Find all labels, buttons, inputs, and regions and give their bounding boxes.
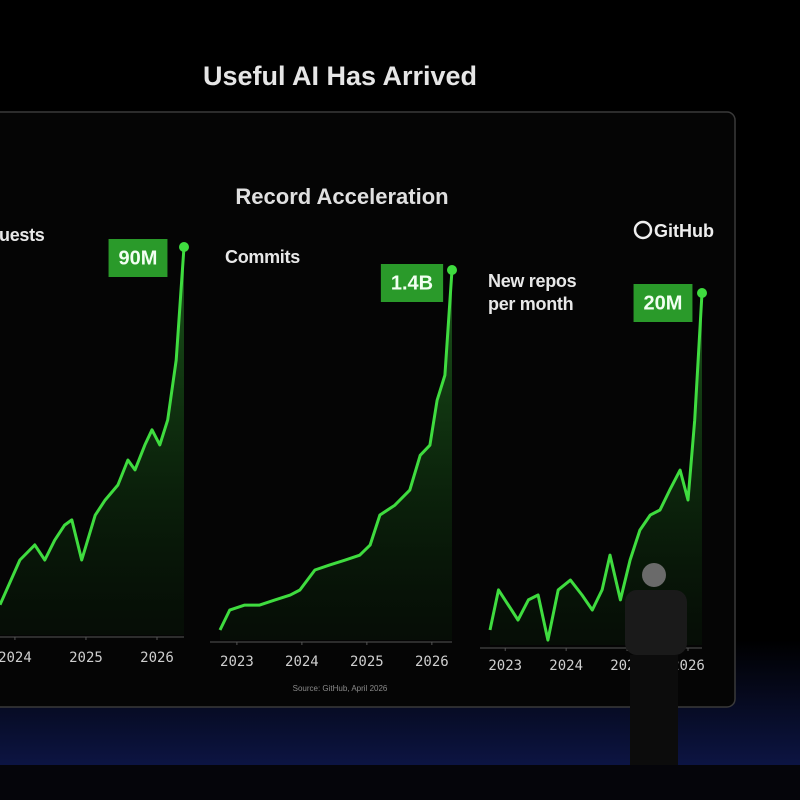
area [0,247,184,635]
x-tick-label: 2023 [488,658,522,674]
presenter-legs [630,655,678,765]
source-note: Source: GitHub, April 2026 [293,684,388,693]
chart-title: uests [0,225,45,245]
area [220,270,452,640]
brand: GitHub [654,221,714,241]
x-tick-label: 2026 [415,654,449,670]
x-tick-label: 2024 [0,650,32,666]
presenter [625,563,687,765]
brand-icon [633,220,653,240]
value-label-text: 1.4B [391,272,433,294]
slide-title: Record Acceleration [235,184,448,209]
line [218,269,454,631]
chart-title: Commits [225,247,300,267]
line [0,246,186,606]
x-tick-label: 2024 [549,658,583,674]
page-title: Useful AI Has Arrived [203,61,477,91]
x-tick-label: 2025 [69,650,103,666]
chart-title: New repos per month [488,271,577,314]
x-tick-label: 2023 [220,654,254,670]
plots: 2024 2025 2026 90M 2023 2024 2025 2026 1.4B 2023 2… [0,239,707,674]
value-label-box [108,239,168,277]
x-tick-label: 2024 [285,654,319,670]
value-label: 20M [633,284,693,322]
value-label-box [380,264,444,302]
line [488,292,704,642]
end-dot [697,288,707,298]
stage-floor [0,765,800,800]
value-label-text: 90M [119,247,158,269]
value-label-text: 20M [644,292,683,314]
presenter-body [625,590,687,655]
x-tick-label: 2026 [140,650,174,666]
x-tick-label: 2025 [350,654,384,670]
value-label: 1.4B [380,264,444,302]
end-dot [447,265,457,275]
end-dot [179,242,189,252]
value-label: 90M [108,239,168,277]
presenter-head [642,563,666,587]
value-label-box [633,284,693,322]
x-tick-label: 2026 [671,658,705,674]
area [490,293,702,645]
